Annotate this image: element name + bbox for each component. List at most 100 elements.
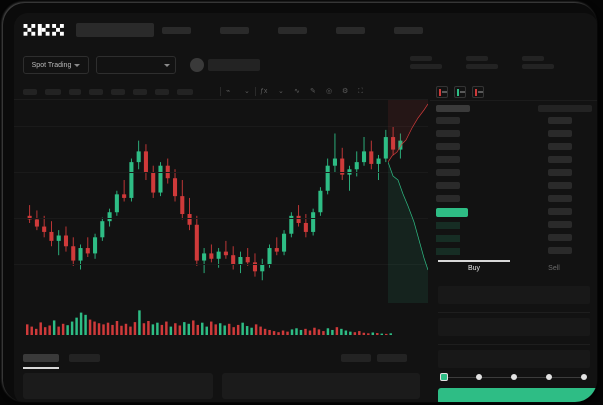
orderbook-bid-row[interactable] (436, 248, 460, 255)
tab-sell[interactable]: Sell (548, 265, 560, 272)
toolbar-divider (220, 87, 221, 96)
bottom-action-2[interactable] (377, 354, 407, 362)
chart-gridline (14, 264, 428, 265)
orderbook-ask-row[interactable] (436, 156, 460, 163)
slider-stop-50[interactable] (511, 374, 517, 380)
orderbook-right-row[interactable] (548, 182, 572, 189)
orderbook-column-header[interactable] (538, 105, 592, 112)
amount-slider[interactable] (440, 373, 588, 381)
slider-stop-100[interactable] (581, 374, 587, 380)
submit-buy-button[interactable] (438, 388, 597, 402)
bottom-action-1[interactable] (341, 354, 371, 362)
orderbook-right-row[interactable] (548, 247, 572, 254)
orderbook-right-row[interactable] (548, 156, 572, 163)
pair-bar: Spot Trading (14, 46, 597, 83)
orderbook-view-combined-icon[interactable] (436, 86, 448, 98)
okx-logo[interactable] (23, 24, 67, 37)
orderbook-right-row[interactable] (548, 208, 572, 215)
orderbook-right-row[interactable] (548, 234, 572, 241)
stat-block-3 (522, 56, 554, 69)
pair-selector[interactable] (96, 56, 176, 74)
timeframe-2[interactable] (45, 89, 61, 95)
indicator-chevron-icon[interactable]: ⌄ (278, 88, 284, 95)
order-book-header (430, 83, 597, 101)
order-type-field[interactable] (438, 286, 590, 304)
orderbook-right-row[interactable] (548, 195, 572, 202)
orderbook-right-row[interactable] (548, 130, 572, 137)
orderbook-spread-row[interactable] (436, 208, 468, 217)
spot-trading-dropdown[interactable]: Spot Trading (23, 56, 89, 74)
orderbook-view-asks-icon[interactable] (472, 86, 484, 98)
orderbook-view-bids-icon[interactable] (454, 86, 466, 98)
search-input[interactable] (76, 23, 154, 37)
chart-type-chevron-icon[interactable]: ⌄ (244, 88, 250, 95)
nav-item-2[interactable] (220, 27, 249, 34)
timeframe-4[interactable] (89, 89, 103, 95)
orderbook-right-row[interactable] (548, 169, 572, 176)
nav-item-1[interactable] (162, 27, 191, 34)
bottom-tab-2[interactable] (69, 354, 100, 362)
spot-trading-label: Spot Trading (31, 61, 72, 69)
coin-avatar (190, 58, 204, 72)
tab-buy[interactable]: Buy (467, 265, 481, 272)
depth-overlay (388, 100, 428, 303)
active-tab-underline (23, 367, 59, 369)
magnet-icon[interactable]: ◎ (326, 88, 333, 95)
pencil-icon[interactable]: ✎ (310, 88, 316, 95)
price-chart[interactable] (14, 100, 428, 303)
amount-field[interactable] (438, 350, 590, 368)
stat-block-2 (466, 56, 498, 69)
chevron-down-icon (74, 63, 81, 67)
candlestick-series (27, 126, 403, 281)
slider-stop-75[interactable] (546, 374, 552, 380)
stat-label (522, 56, 544, 61)
line-tool-icon[interactable]: ∿ (294, 88, 300, 95)
chart-type-icon[interactable]: ⌁ (226, 88, 231, 95)
orderbook-right-row[interactable] (548, 117, 572, 124)
orderbook-ask-row[interactable] (436, 117, 460, 124)
orderbook-right-row[interactable] (548, 221, 572, 228)
chart-gridline (14, 126, 428, 127)
orderbook-column-header[interactable] (436, 105, 470, 112)
stat-label (466, 56, 488, 61)
timeframe-5[interactable] (111, 89, 125, 95)
orderbook-bid-row[interactable] (436, 222, 460, 229)
settings-icon[interactable]: ⚙ (342, 88, 349, 95)
device-bezel: Spot Trading ⌁ ⌄ ƒx ⌄ ∿ ✎ ◎ ⚙ ⛶ (3, 3, 597, 402)
volume-chart (14, 303, 428, 348)
form-divider (438, 344, 590, 345)
stat-label (410, 56, 432, 61)
bottom-tabs (14, 350, 428, 370)
orderbook-ask-row[interactable] (436, 195, 460, 202)
chart-gridline (14, 172, 428, 173)
orderbook-ask-row[interactable] (436, 182, 460, 189)
nav-item-5[interactable] (394, 27, 423, 34)
toolbar-divider (255, 87, 256, 96)
bottom-content-block-1 (23, 373, 213, 399)
order-book-panel (430, 83, 597, 281)
main-nav (162, 27, 423, 34)
orderbook-right-row[interactable] (548, 143, 572, 150)
nav-item-3[interactable] (278, 27, 307, 34)
timeframe-3[interactable] (69, 89, 81, 95)
slider-handle[interactable] (440, 373, 448, 381)
indicator-icon[interactable]: ƒx (260, 88, 268, 95)
orderbook-ask-row[interactable] (436, 143, 460, 150)
timeframe-8[interactable] (177, 89, 193, 95)
chart-gridline (14, 218, 428, 219)
price-field[interactable] (438, 318, 590, 336)
trade-form: Buy Sell (430, 260, 597, 402)
buy-tab-underline (438, 260, 510, 262)
orderbook-ask-row[interactable] (436, 169, 460, 176)
slider-stop-25[interactable] (476, 374, 482, 380)
stat-value (522, 64, 554, 69)
fullscreen-icon[interactable]: ⛶ (358, 88, 363, 95)
orderbook-bid-row[interactable] (436, 235, 460, 242)
bottom-tab-1[interactable] (23, 354, 59, 362)
nav-item-4[interactable] (336, 27, 365, 34)
timeframe-1[interactable] (23, 89, 37, 95)
orderbook-ask-row[interactable] (436, 130, 460, 137)
timeframe-6[interactable] (133, 89, 147, 95)
timeframe-7[interactable] (155, 89, 169, 95)
